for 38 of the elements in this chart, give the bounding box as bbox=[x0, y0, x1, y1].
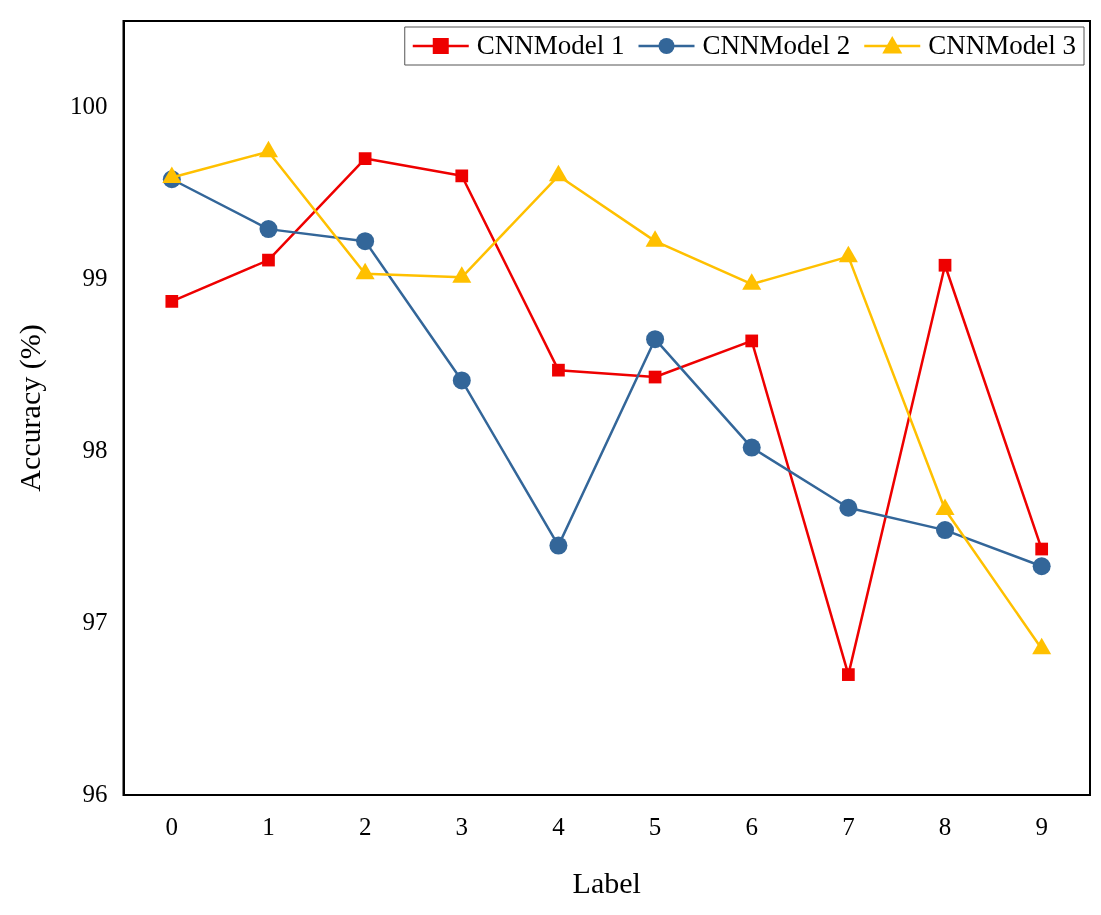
point bbox=[936, 521, 955, 540]
point bbox=[455, 169, 469, 183]
x-tick-label: 1 bbox=[262, 812, 275, 840]
point bbox=[552, 363, 565, 377]
point bbox=[549, 536, 568, 555]
point bbox=[165, 295, 179, 308]
x-axis-title: Label bbox=[572, 865, 641, 899]
y-tick-label: 100 bbox=[70, 91, 108, 119]
point bbox=[742, 438, 761, 457]
point bbox=[259, 220, 278, 239]
legend-label: CNNModel 1 bbox=[476, 30, 625, 61]
y-tick-label: 99 bbox=[82, 263, 108, 291]
point bbox=[938, 258, 952, 272]
point bbox=[745, 334, 759, 348]
y-tick-label: 96 bbox=[82, 779, 108, 807]
y-tick-label: 98 bbox=[82, 435, 108, 463]
x-tick-label: 7 bbox=[842, 812, 855, 840]
point bbox=[839, 498, 858, 517]
point bbox=[262, 253, 275, 267]
x-tick-label: 5 bbox=[648, 812, 662, 840]
x-tick-label: 8 bbox=[938, 812, 952, 840]
x-tick-label: 3 bbox=[455, 812, 469, 840]
legend-label: CNNModel 3 bbox=[928, 30, 1076, 61]
y-axis-title: Accuracy (%) bbox=[12, 324, 47, 492]
x-tick-label: 0 bbox=[165, 812, 179, 840]
legend-label: CNNModel 2 bbox=[702, 30, 851, 61]
y-tick-label: 97 bbox=[82, 607, 108, 635]
point bbox=[356, 232, 375, 251]
point bbox=[646, 330, 665, 349]
x-tick-label: 9 bbox=[1035, 812, 1048, 840]
x-tick-label: 4 bbox=[552, 812, 566, 840]
point bbox=[1035, 542, 1049, 556]
x-tick-label: 2 bbox=[358, 812, 372, 840]
point bbox=[1032, 557, 1051, 576]
point bbox=[842, 668, 855, 681]
point bbox=[452, 371, 471, 390]
point bbox=[358, 152, 372, 165]
x-tick-label: 6 bbox=[745, 812, 758, 840]
